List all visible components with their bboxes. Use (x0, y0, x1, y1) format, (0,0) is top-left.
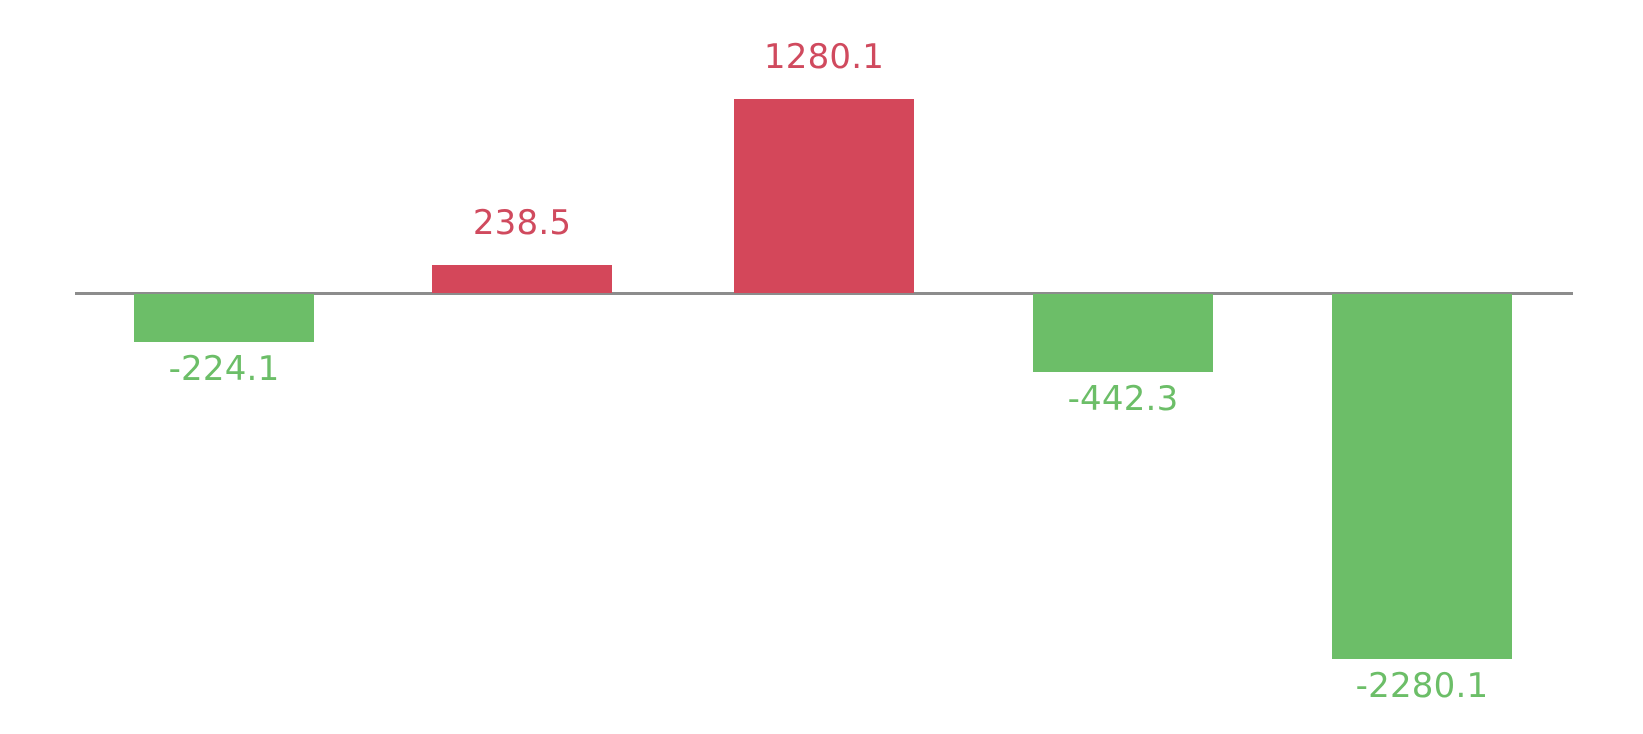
bar-4[interactable] (1332, 294, 1512, 659)
bar-1[interactable] (432, 265, 612, 293)
bar-0[interactable] (134, 294, 314, 342)
bar-label-2: 1280.1 (763, 37, 885, 77)
bar-label-3: -442.3 (1067, 379, 1179, 419)
bar-label-4: -2280.1 (1355, 666, 1489, 706)
bar-label-1: 238.5 (472, 203, 572, 243)
bar-label-0: -224.1 (168, 349, 280, 389)
zero-axis-line (75, 292, 1573, 295)
bar-3[interactable] (1033, 294, 1213, 372)
bar-2[interactable] (734, 99, 914, 293)
